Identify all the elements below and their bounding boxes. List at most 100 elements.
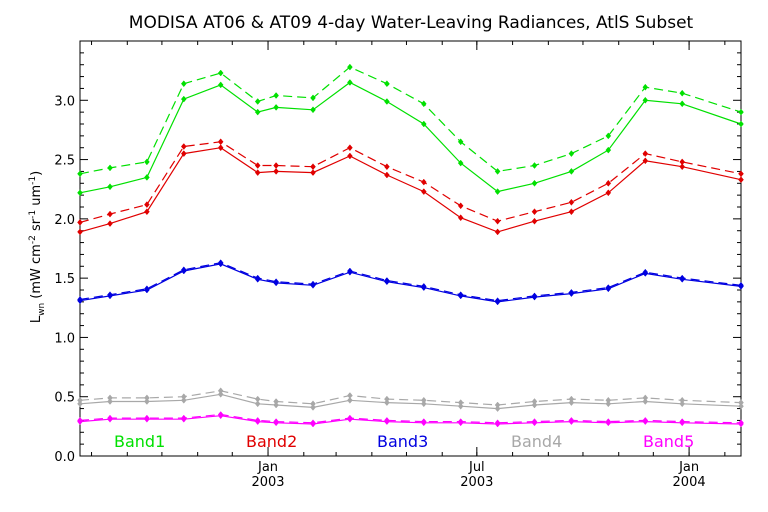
data-point-band2	[310, 163, 316, 171]
data-point-band1	[420, 120, 427, 128]
data-point-band1	[494, 188, 501, 195]
data-point-band3	[738, 281, 744, 289]
data-point-band1	[180, 80, 187, 88]
data-point-band2	[254, 169, 261, 176]
y-axis-label-main: L	[29, 315, 44, 323]
data-point-band5	[457, 418, 464, 425]
data-point-band4	[420, 396, 427, 404]
data-point-band2	[457, 214, 464, 222]
y-axis-label-sub: wn	[37, 303, 47, 316]
data-point-band1	[107, 183, 113, 191]
data-point-band2	[605, 189, 612, 197]
data-point-band2	[217, 144, 224, 152]
data-point-band1	[384, 98, 390, 105]
data-point-band1	[347, 79, 353, 86]
data-point-band5	[568, 417, 575, 424]
data-point-band4	[494, 405, 501, 412]
x-tick-label-month: Jan	[678, 460, 699, 475]
series-line-band3-solid	[79, 263, 742, 303]
plot-area: 0.00.51.01.52.02.53.0Jan2003Jul2003Jan20…	[54, 40, 744, 490]
data-point-band5	[144, 414, 150, 422]
data-point-band4	[144, 394, 150, 402]
data-point-band2	[273, 168, 279, 175]
data-point-band5	[420, 418, 427, 425]
data-point-band4	[310, 404, 316, 411]
data-point-band3	[384, 277, 390, 284]
data-point-band2	[531, 217, 538, 225]
data-point-band4	[568, 399, 575, 406]
data-point-band5	[642, 417, 649, 424]
data-point-band5	[254, 417, 261, 424]
data-point-band4	[738, 402, 744, 410]
data-point-band3	[273, 278, 279, 286]
data-point-band3	[144, 285, 150, 293]
data-point-band2	[642, 157, 649, 165]
data-point-band1	[457, 138, 464, 146]
data-point-band4	[273, 401, 279, 409]
data-point-band1	[494, 168, 501, 175]
data-point-band3	[531, 292, 538, 300]
data-point-band1	[273, 92, 279, 99]
data-point-band1	[77, 189, 83, 197]
legend-entry-band4: Band4	[511, 432, 562, 451]
data-point-band1	[217, 81, 224, 89]
data-point-band1	[568, 168, 575, 175]
data-point-band2	[180, 150, 187, 157]
series-line-band3-dashed	[79, 262, 742, 302]
series-line-band2-solid	[79, 147, 742, 233]
data-point-band4	[180, 393, 187, 401]
data-point-band3	[642, 268, 649, 276]
data-point-band4	[384, 399, 390, 406]
chart-title: MODISA AT06 & AT09 4-day Water-Leaving R…	[129, 13, 694, 33]
data-point-band4	[679, 400, 686, 408]
y-axis-label-units-sr: sr	[29, 218, 44, 231]
data-point-band2	[273, 162, 279, 169]
y-tick-label: 2.5	[54, 154, 75, 169]
data-point-band2	[642, 150, 649, 157]
y-axis-label: Lwn (mW cm-2 sr-1 um-1)	[28, 171, 47, 323]
data-point-band4	[420, 400, 427, 408]
data-point-band3	[679, 274, 686, 282]
data-point-band3	[180, 266, 187, 274]
data-point-band1	[254, 108, 261, 116]
data-point-band3	[217, 259, 224, 267]
data-point-band3	[568, 289, 575, 296]
data-point-band1	[144, 158, 150, 166]
data-point-band4	[605, 396, 612, 404]
data-point-band1	[679, 100, 686, 108]
data-point-band3	[254, 274, 261, 282]
y-axis-label-units: (mW cm	[29, 244, 44, 299]
data-point-band4	[107, 398, 113, 405]
data-point-band4	[679, 396, 686, 404]
svg-text:Lwn (mW cm-2 sr-1 um-1): Lwn (mW cm-2 sr-1 um-1)	[28, 171, 47, 323]
data-point-band5	[679, 418, 686, 425]
data-point-band1	[531, 179, 538, 187]
data-point-band2	[738, 170, 744, 178]
data-point-band2	[679, 163, 686, 171]
series-line-band5-solid	[79, 415, 742, 425]
data-point-band2	[568, 198, 575, 206]
data-point-band2	[605, 179, 612, 187]
data-point-band1	[642, 96, 649, 104]
data-point-band4	[738, 399, 744, 406]
y-axis-label-exp-um: -1	[28, 176, 38, 185]
data-point-band3	[494, 297, 501, 305]
data-point-band2	[494, 228, 501, 236]
plot-frame	[79, 40, 742, 457]
data-point-band5	[217, 411, 224, 418]
data-point-band2	[347, 152, 353, 160]
data-point-band5	[310, 419, 316, 427]
legend-entry-band2: Band2	[246, 432, 297, 451]
data-point-band2	[254, 162, 261, 169]
data-point-band2	[144, 201, 150, 208]
data-point-band5	[180, 414, 187, 422]
data-point-band1	[273, 104, 279, 111]
data-point-band5	[531, 418, 538, 425]
data-point-band1	[531, 162, 538, 169]
data-point-band1	[347, 63, 353, 71]
data-point-band2	[738, 176, 744, 184]
data-point-band4	[217, 390, 224, 398]
data-point-band4	[217, 387, 224, 395]
data-point-band4	[107, 394, 113, 402]
x-tick-label-month: Jan	[257, 460, 278, 475]
